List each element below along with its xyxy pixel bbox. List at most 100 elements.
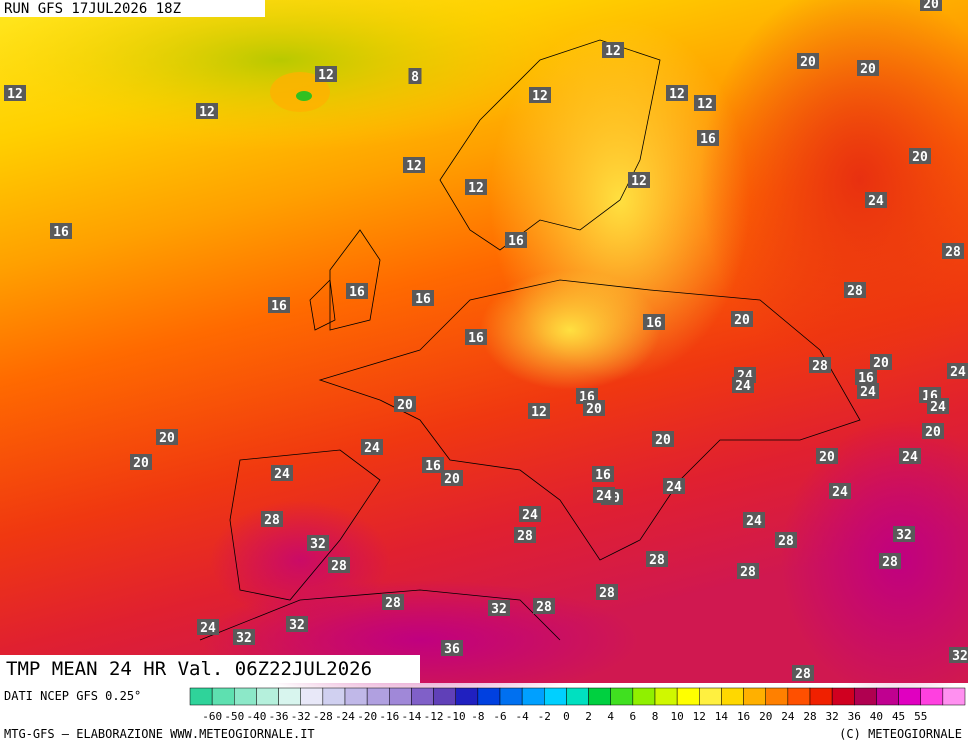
scale-label: 40 bbox=[870, 710, 883, 723]
color-swatch bbox=[499, 687, 523, 706]
temperature-label: 16 bbox=[271, 299, 287, 314]
temperature-label: 28 bbox=[778, 534, 794, 549]
label-box bbox=[286, 616, 308, 632]
label-box bbox=[909, 148, 931, 164]
label-box bbox=[920, 0, 942, 11]
temperature-label: 28 bbox=[385, 596, 401, 611]
label-box bbox=[879, 553, 901, 569]
temperature-label: 32 bbox=[952, 649, 968, 664]
scale-label: -14 bbox=[401, 710, 421, 723]
color-swatch bbox=[942, 687, 966, 706]
label-box bbox=[441, 470, 463, 486]
label-box bbox=[346, 283, 368, 299]
scale-label: -12 bbox=[424, 710, 444, 723]
label-box bbox=[743, 512, 765, 528]
temperature-label: 24 bbox=[860, 385, 876, 400]
label-box bbox=[927, 398, 949, 414]
label-box bbox=[596, 584, 618, 600]
color-swatch bbox=[256, 687, 279, 706]
scale-label: -2 bbox=[538, 710, 551, 723]
label-box bbox=[652, 431, 674, 447]
color-swatch bbox=[920, 687, 944, 706]
color-scale: -60 -50 -40 -36 -32 -28 -24 -20 -16 -14 -12 -10 -8 -6… bbox=[189, 687, 966, 723]
scale-label: -28 bbox=[313, 710, 333, 723]
scale-label: 6 bbox=[630, 710, 637, 723]
label-box bbox=[382, 594, 404, 610]
label-box bbox=[465, 179, 487, 195]
label-box bbox=[844, 282, 866, 298]
color-swatch bbox=[809, 687, 833, 706]
color-swatch bbox=[787, 687, 811, 706]
label-box bbox=[533, 598, 555, 614]
temperature-label: 24 bbox=[868, 194, 884, 209]
map-title: TMP MEAN 24 HR Val. 06Z22JUL2026 bbox=[6, 658, 372, 680]
temperature-label: 24 bbox=[832, 485, 848, 500]
temperature-label: 16 bbox=[425, 459, 441, 474]
temperature-label: 28 bbox=[882, 555, 898, 570]
temperature-label: 12 bbox=[532, 89, 548, 104]
label-box bbox=[529, 87, 551, 103]
color-swatch bbox=[566, 687, 589, 706]
label-box bbox=[307, 535, 329, 551]
color-swatch bbox=[389, 687, 412, 706]
temperature-label: 28 bbox=[847, 284, 863, 299]
temperature-label: 12 bbox=[7, 87, 23, 102]
temperature-label: 32 bbox=[289, 618, 305, 633]
label-box bbox=[870, 354, 892, 370]
label-box bbox=[829, 483, 851, 499]
label-box bbox=[233, 629, 255, 645]
label-box bbox=[261, 511, 283, 527]
label-box bbox=[505, 232, 527, 248]
temperature-label: 20 bbox=[444, 472, 460, 487]
color-swatch bbox=[765, 687, 789, 706]
label-box bbox=[441, 640, 463, 656]
label-box bbox=[775, 532, 797, 548]
temperature-label: 24 bbox=[200, 621, 216, 636]
color-swatch bbox=[854, 687, 877, 706]
temperature-label: 16 bbox=[349, 285, 365, 300]
scale-label: -32 bbox=[291, 710, 311, 723]
source-label: DATI NCEP GFS 0.25° bbox=[4, 689, 141, 703]
color-swatch bbox=[477, 687, 501, 706]
color-swatch bbox=[876, 687, 899, 706]
temperature-label: 28 bbox=[740, 565, 756, 580]
label-box bbox=[731, 311, 753, 327]
label-box bbox=[628, 172, 650, 188]
label-box bbox=[646, 551, 668, 567]
label-box bbox=[643, 314, 665, 330]
temperature-label: 12 bbox=[531, 405, 547, 420]
scale-label: -36 bbox=[269, 710, 289, 723]
scale-label: 2 bbox=[585, 710, 592, 723]
color-swatch bbox=[544, 687, 567, 706]
temperature-label: 16 bbox=[415, 292, 431, 307]
temperature-label: 32 bbox=[896, 528, 912, 543]
color-swatch bbox=[721, 687, 744, 706]
label-box bbox=[602, 42, 624, 58]
label-box bbox=[809, 357, 831, 373]
label-box bbox=[196, 103, 218, 119]
label-box bbox=[50, 223, 72, 239]
temperature-label: 28 bbox=[264, 513, 280, 528]
label-box bbox=[519, 506, 541, 522]
color-swatch bbox=[610, 687, 634, 706]
temperature-label: 20 bbox=[860, 62, 876, 77]
temperature-label: 12 bbox=[631, 174, 647, 189]
color-swatch bbox=[433, 687, 456, 706]
scale-label: -60 bbox=[202, 710, 222, 723]
temperature-label: 20 bbox=[800, 55, 816, 70]
temperature-label: 20 bbox=[873, 356, 889, 371]
temperature-label: 32 bbox=[236, 631, 252, 646]
scale-label: 12 bbox=[693, 710, 706, 723]
label-box bbox=[412, 290, 434, 306]
label-box bbox=[408, 68, 422, 84]
label-box bbox=[947, 363, 968, 379]
scale-label: 32 bbox=[826, 710, 839, 723]
label-box bbox=[583, 400, 605, 416]
scale-label: 24 bbox=[781, 710, 795, 723]
scale-label: -6 bbox=[493, 710, 506, 723]
temperature-label: 32 bbox=[310, 537, 326, 552]
temperature-label: 12 bbox=[669, 87, 685, 102]
scale-label: 10 bbox=[671, 710, 684, 723]
color-swatch bbox=[344, 687, 368, 706]
temperature-label: 12 bbox=[406, 159, 422, 174]
